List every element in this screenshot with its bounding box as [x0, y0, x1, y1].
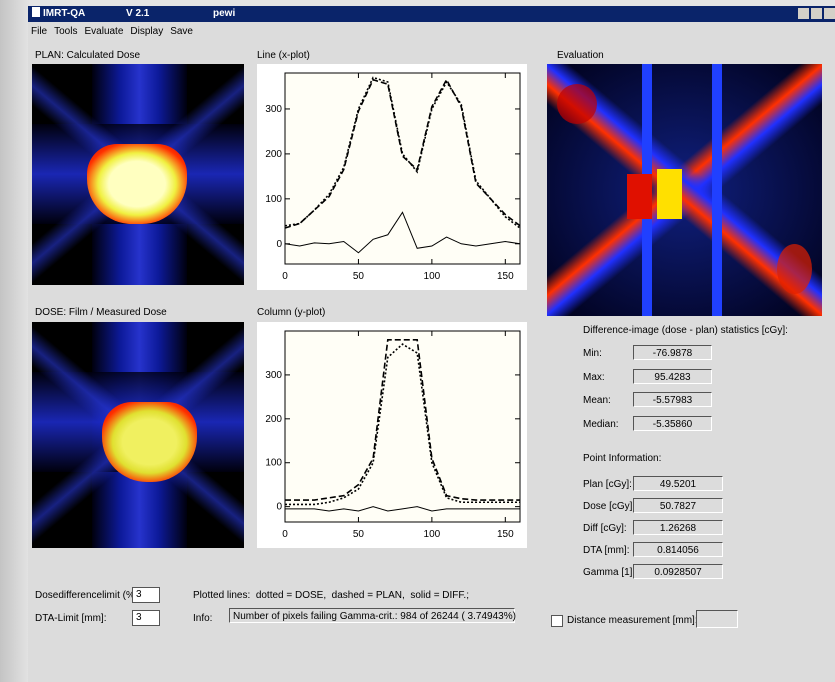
- y-tick-label: 200: [265, 414, 282, 425]
- distance-label: Distance measurement [mm]:: [567, 615, 698, 626]
- y-tick-label: 100: [265, 194, 282, 205]
- x-tick-label: 0: [282, 271, 288, 282]
- minimize[interactable]: [798, 8, 809, 19]
- row-label: Plan [cGy]:: [583, 479, 632, 490]
- panel-label: DOSE: Film / Measured Dose: [35, 307, 167, 318]
- x-tick-label: 150: [497, 271, 514, 282]
- row-label: Gamma [1]:: [583, 567, 635, 578]
- dose-image: [32, 322, 244, 548]
- panel-label: Evaluation: [557, 50, 604, 61]
- x-tick-label: 100: [424, 271, 441, 282]
- row-value: 50.7827: [633, 498, 723, 513]
- x-plot: 0 50 100 150 0 100 200 300: [257, 64, 527, 290]
- x-tick-label: 0: [282, 529, 288, 540]
- menu-bar: File Tools Evaluate Display Save: [31, 26, 200, 37]
- menu-item[interactable]: Save: [170, 26, 193, 37]
- row-value: 49.5201: [633, 476, 723, 491]
- info-box: Number of pixels failing Gamma-crit.: 98…: [229, 608, 515, 623]
- distance-box: [696, 610, 738, 628]
- x-tick-label: 50: [353, 529, 365, 540]
- app-name: IMRT-QA: [43, 8, 85, 19]
- stats-title: Difference-image (dose - plan) statistic…: [583, 325, 788, 336]
- menu-item[interactable]: Display: [130, 26, 163, 37]
- row-value: 0.0928507: [633, 564, 723, 579]
- row-label: Dose [cGy]:: [583, 501, 635, 512]
- plan-image: [32, 64, 244, 285]
- dose-limit-label: Dosedifferencelimit (%):: [35, 590, 141, 601]
- row-label: Diff [cGy]:: [583, 523, 627, 534]
- y-tick-label: 300: [265, 104, 282, 115]
- y-tick-label: 0: [276, 239, 282, 250]
- row-value: -5.35860: [633, 416, 712, 431]
- row-label: Mean:: [583, 395, 611, 406]
- row-value: 0.814056: [633, 542, 723, 557]
- y-tick-label: 0: [276, 502, 282, 513]
- desktop: IMRT-QA V 2.1 pewi File Tools Evaluate Disp…: [0, 0, 835, 682]
- row-value: -76.9878: [633, 345, 712, 360]
- legend-text: Plotted lines: dotted = DOSE, dashed = P…: [193, 590, 469, 601]
- info-label: Info:: [193, 613, 212, 624]
- version: V 2.1: [126, 8, 149, 19]
- x-tick-label: 100: [424, 529, 441, 540]
- menu-item[interactable]: Evaluate: [84, 26, 123, 37]
- menu-item[interactable]: Tools: [54, 26, 77, 37]
- plot-title: Line (x-plot): [257, 50, 310, 61]
- row-label: Max:: [583, 372, 605, 383]
- row-value: 95.4283: [633, 369, 712, 384]
- point-title: Point Information:: [583, 453, 661, 464]
- y-plot: 0 50 100 150 0 100 200 300: [257, 322, 527, 548]
- plot-title: Column (y-plot): [257, 307, 325, 318]
- row-label: DTA [mm]:: [583, 545, 629, 556]
- plot-area: [285, 331, 520, 522]
- dta-input[interactable]: 3: [132, 610, 160, 626]
- plot-area: [285, 73, 520, 264]
- row-label: Median:: [583, 419, 619, 430]
- y-tick-label: 200: [265, 149, 282, 160]
- evaluation-image: [547, 64, 822, 316]
- title-bar: IMRT-QA V 2.1 pewi: [28, 6, 835, 22]
- x-tick-label: 50: [353, 271, 365, 282]
- user: pewi: [213, 8, 235, 19]
- checkbox[interactable]: [551, 615, 563, 627]
- row-value: 1.26268: [633, 520, 723, 535]
- y-tick-label: 300: [265, 370, 282, 381]
- app-icon: [32, 7, 40, 17]
- y-tick-label: 100: [265, 458, 282, 469]
- panel-label: PLAN: Calculated Dose: [35, 50, 140, 61]
- dta-label: DTA-Limit [mm]:: [35, 613, 106, 624]
- row-label: Min:: [583, 348, 602, 359]
- x-tick-label: 150: [497, 529, 514, 540]
- menu-item[interactable]: File: [31, 26, 47, 37]
- dose-limit-input[interactable]: 3: [132, 587, 160, 603]
- maximize[interactable]: [811, 8, 822, 19]
- row-value: -5.57983: [633, 392, 712, 407]
- close[interactable]: [824, 8, 835, 19]
